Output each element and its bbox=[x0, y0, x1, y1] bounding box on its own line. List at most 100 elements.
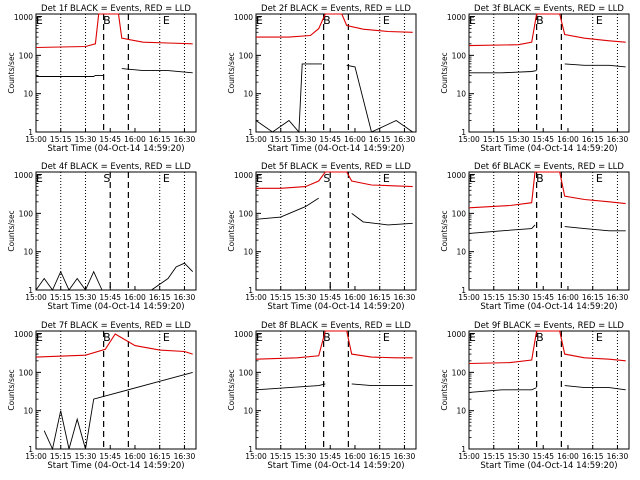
x-tick-label: 16:00 bbox=[344, 293, 366, 302]
y-tick-label: 100 bbox=[452, 368, 467, 377]
x-tick-label: 15:30 bbox=[295, 452, 317, 461]
x-tick-label: 16:15 bbox=[582, 293, 604, 302]
x-tick-label: 16:30 bbox=[394, 135, 416, 144]
y-tick-label: 1 bbox=[28, 128, 33, 137]
y-axis-label: Counts/sec bbox=[227, 369, 236, 410]
events-series-line bbox=[468, 385, 626, 393]
x-axis-label: Start Time (04-Oct-14 14:59:20) bbox=[267, 461, 404, 471]
x-tick-label: 16:30 bbox=[174, 452, 196, 461]
y-axis-label: Counts/sec bbox=[440, 52, 449, 93]
x-tick-label: 15:15 bbox=[270, 293, 292, 302]
y-tick-label: 1 bbox=[461, 445, 466, 454]
event-marker-letter: E bbox=[256, 331, 263, 344]
y-tick-label: 1000 bbox=[14, 330, 33, 339]
y-axis-label: Counts/sec bbox=[7, 210, 16, 251]
x-tick-label: 15:15 bbox=[50, 135, 72, 144]
x-tick-label: 15:45 bbox=[532, 452, 554, 461]
x-tick-label: 16:15 bbox=[369, 452, 391, 461]
y-tick-label: 100 bbox=[239, 209, 254, 218]
x-axis-label: Start Time (04-Oct-14 14:59:20) bbox=[47, 144, 184, 154]
x-tick-label: 15:00 bbox=[458, 452, 480, 461]
x-tick-label: 15:45 bbox=[99, 452, 121, 461]
event-marker-letter: E bbox=[163, 14, 170, 27]
x-tick-label: 16:15 bbox=[582, 135, 604, 144]
event-marker-letter: B bbox=[536, 172, 544, 185]
y-axis-label: Counts/sec bbox=[440, 210, 449, 251]
x-tick-label: 16:30 bbox=[607, 135, 629, 144]
y-axis-label: Counts/sec bbox=[7, 369, 16, 410]
plot-frame bbox=[468, 330, 630, 450]
event-marker-letter: B bbox=[536, 331, 544, 344]
x-axis-label: Start Time (04-Oct-14 14:59:20) bbox=[47, 302, 184, 312]
y-tick-label: 1000 bbox=[14, 13, 33, 22]
events-series-line bbox=[255, 197, 413, 226]
event-marker-letter: B bbox=[323, 331, 331, 344]
x-tick-label: 15:45 bbox=[319, 293, 341, 302]
y-tick-label: 100 bbox=[19, 51, 34, 60]
x-tick-label: 16:15 bbox=[582, 452, 604, 461]
x-tick-label: 15:30 bbox=[75, 452, 97, 461]
x-axis-label: Start Time (04-Oct-14 14:59:20) bbox=[480, 144, 617, 154]
x-tick-label: 15:00 bbox=[25, 293, 47, 302]
x-tick-label: 16:00 bbox=[124, 452, 146, 461]
x-tick-label: 15:15 bbox=[483, 293, 505, 302]
detector-panel: Det 4f BLACK = Events, RED = LLD 15:00 15:… bbox=[7, 162, 197, 312]
panel-title: Det 4f BLACK = Events, RED = LLD bbox=[41, 162, 191, 172]
event-marker-letter: E bbox=[256, 172, 263, 185]
x-tick-label: 16:00 bbox=[557, 452, 579, 461]
y-tick-label: 1000 bbox=[447, 13, 466, 22]
x-tick-label: 15:30 bbox=[75, 293, 97, 302]
y-tick-label: 100 bbox=[452, 209, 467, 218]
x-tick-label: 16:30 bbox=[607, 452, 629, 461]
lld-series-line bbox=[468, 330, 626, 365]
y-tick-label: 10 bbox=[243, 248, 253, 257]
x-tick-label: 15:45 bbox=[319, 135, 341, 144]
x-tick-label: 16:15 bbox=[149, 135, 171, 144]
y-tick-label: 10 bbox=[23, 407, 33, 416]
events-series-line bbox=[469, 63, 626, 74]
x-tick-label: 15:45 bbox=[532, 135, 554, 144]
event-marker-letter: E bbox=[256, 14, 263, 27]
x-tick-label: 15:30 bbox=[75, 135, 97, 144]
x-axis-label: Start Time (04-Oct-14 14:59:20) bbox=[480, 461, 617, 471]
y-tick-label: 1000 bbox=[447, 330, 466, 339]
x-tick-label: 15:45 bbox=[99, 135, 121, 144]
x-tick-label: 15:00 bbox=[245, 135, 267, 144]
x-tick-label: 15:45 bbox=[99, 293, 121, 302]
x-tick-label: 16:30 bbox=[394, 293, 416, 302]
panel-title: Det 3f BLACK = Events, RED = LLD bbox=[474, 4, 624, 14]
x-tick-label: 15:00 bbox=[25, 452, 47, 461]
y-tick-label: 100 bbox=[19, 368, 34, 377]
x-tick-label: 15:30 bbox=[295, 293, 317, 302]
x-tick-label: 16:30 bbox=[607, 293, 629, 302]
x-tick-label: 15:30 bbox=[508, 452, 530, 461]
x-tick-label: 16:30 bbox=[174, 135, 196, 144]
y-tick-label: 1000 bbox=[234, 171, 253, 180]
x-axis-label: Start Time (04-Oct-14 14:59:20) bbox=[267, 144, 404, 154]
y-tick-label: 10 bbox=[456, 407, 466, 416]
panel-title: Det 6f BLACK = Events, RED = LLD bbox=[474, 162, 624, 172]
events-series-line bbox=[35, 262, 194, 291]
y-tick-label: 100 bbox=[239, 51, 254, 60]
x-tick-label: 15:30 bbox=[508, 135, 530, 144]
y-tick-label: 100 bbox=[239, 368, 254, 377]
x-tick-label: 15:45 bbox=[319, 452, 341, 461]
x-tick-label: 15:15 bbox=[270, 135, 292, 144]
x-tick-label: 15:30 bbox=[295, 135, 317, 144]
event-marker-letter: E bbox=[596, 172, 603, 185]
y-axis-label: Counts/sec bbox=[7, 52, 16, 93]
y-tick-label: 10 bbox=[456, 248, 466, 257]
event-marker-letter: E bbox=[469, 172, 476, 185]
x-tick-label: 16:00 bbox=[124, 293, 146, 302]
plot-frame bbox=[35, 171, 197, 291]
event-marker-letter: E bbox=[163, 172, 170, 185]
lld-series-line bbox=[256, 171, 413, 189]
x-tick-label: 16:15 bbox=[149, 293, 171, 302]
y-tick-label: 1 bbox=[28, 445, 33, 454]
event-marker-letter: B bbox=[323, 14, 331, 27]
panel-title: Det 1f BLACK = Events, RED = LLD bbox=[41, 4, 191, 14]
y-tick-label: 10 bbox=[243, 90, 253, 99]
event-marker-letter: E bbox=[469, 331, 476, 344]
